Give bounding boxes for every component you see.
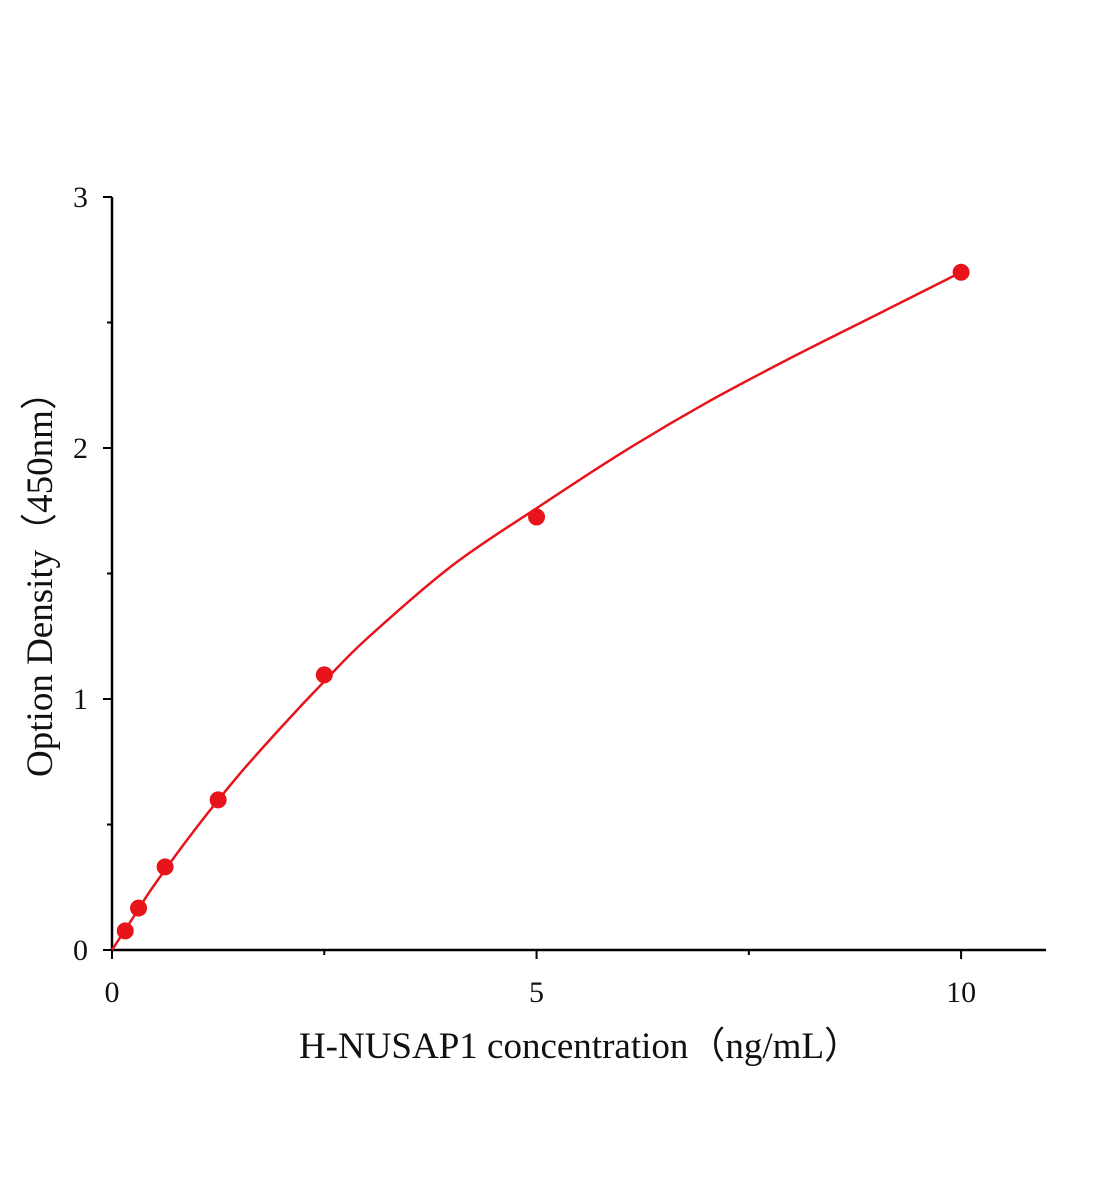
point bbox=[952, 263, 970, 281]
point bbox=[130, 899, 148, 917]
x-tick-label: 10 bbox=[946, 976, 976, 1009]
x-tick-label: 0 bbox=[105, 976, 120, 1009]
y-axis-label: Option Density（450nm） bbox=[20, 373, 61, 777]
point bbox=[156, 858, 174, 876]
y-tick-label: 3 bbox=[73, 181, 88, 214]
point bbox=[528, 508, 546, 526]
point bbox=[209, 791, 227, 809]
y-tick-label: 0 bbox=[73, 934, 88, 967]
point bbox=[315, 666, 333, 684]
x-tick-label: 5 bbox=[529, 976, 544, 1009]
fit-curve bbox=[110, 271, 962, 951]
y-tick-label: 1 bbox=[73, 683, 88, 716]
point bbox=[116, 922, 134, 940]
y-tick-label: 2 bbox=[73, 432, 88, 465]
x-axis-label: H-NUSAP1 concentration（ng/mL） bbox=[299, 1026, 861, 1067]
